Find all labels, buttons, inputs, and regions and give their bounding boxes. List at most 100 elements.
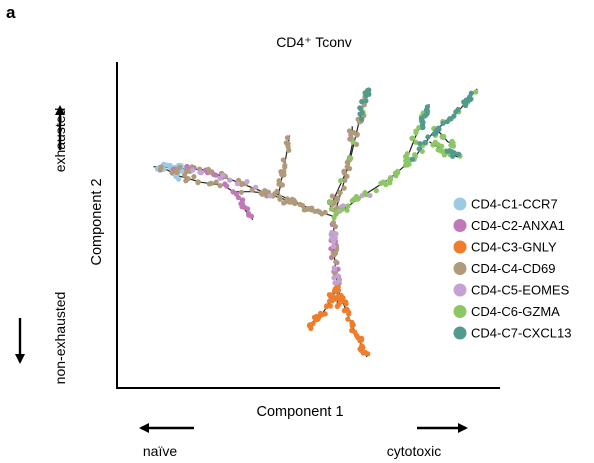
- legend-swatch: [453, 262, 467, 275]
- legend-label: CD4-C2-ANXA1: [471, 218, 565, 233]
- cell-point: [182, 172, 188, 178]
- cell-point: [349, 323, 355, 329]
- cell-point: [351, 196, 357, 202]
- cell-point: [284, 196, 290, 202]
- cell-point: [435, 142, 441, 148]
- cell-point: [448, 149, 455, 155]
- cell-point: [444, 148, 450, 154]
- legend-swatch: [453, 219, 467, 232]
- cytotoxic-label: cytotoxic: [387, 443, 441, 459]
- cell-point: [417, 141, 423, 147]
- cell-point: [341, 185, 347, 191]
- cell-point: [337, 190, 343, 196]
- cell-points: [154, 87, 479, 357]
- cell-point: [342, 299, 348, 305]
- cell-point: [336, 278, 342, 284]
- cell-point: [230, 189, 236, 195]
- cell-point: [245, 206, 251, 212]
- cell-point: [284, 135, 291, 141]
- legend-swatch: [453, 283, 467, 297]
- cell-point: [416, 146, 422, 152]
- cell-point: [330, 244, 337, 250]
- cell-point: [342, 177, 348, 184]
- cell-point: [403, 158, 409, 164]
- cell-point: [305, 205, 311, 212]
- cell-point: [191, 174, 197, 180]
- cell-point: [413, 139, 419, 145]
- cell-point: [348, 155, 354, 161]
- cell-point: [322, 209, 328, 215]
- cell-point: [213, 179, 219, 185]
- legend-swatch: [453, 197, 467, 211]
- cell-point: [335, 287, 342, 293]
- cell-point: [328, 206, 334, 212]
- cell-point: [345, 203, 351, 209]
- cell-point: [347, 166, 353, 172]
- cluster-points-cd4-c7-cxcl13: [357, 87, 474, 162]
- cell-point: [177, 164, 183, 170]
- cell-point: [157, 167, 163, 173]
- panel-label: a: [6, 3, 16, 22]
- cell-point: [462, 101, 468, 107]
- cell-point: [436, 125, 442, 131]
- cell-point: [330, 220, 337, 226]
- cell-point: [208, 180, 214, 186]
- cell-point: [354, 333, 360, 339]
- cell-point: [280, 157, 286, 163]
- cell-point: [468, 90, 474, 96]
- cell-point: [307, 322, 313, 328]
- cell-point: [334, 197, 340, 203]
- cell-point: [435, 147, 441, 153]
- cell-point: [419, 122, 426, 128]
- cell-point: [344, 207, 350, 213]
- cell-point: [333, 259, 339, 265]
- cell-point: [355, 196, 361, 202]
- legend-item: CD4-C5-EOMES: [453, 283, 570, 298]
- cell-point: [262, 188, 268, 194]
- cell-point: [380, 179, 386, 185]
- cell-point: [338, 299, 344, 305]
- cell-point: [207, 169, 213, 175]
- cell-point: [267, 193, 273, 199]
- cell-point: [326, 298, 332, 304]
- cell-point: [463, 97, 469, 103]
- exhausted-annotation: exhausted: [52, 105, 68, 172]
- cell-point: [453, 109, 459, 115]
- cell-point: [440, 120, 446, 126]
- cell-point: [289, 196, 295, 202]
- legend: CD4-C1-CCR7 CD4-C2-ANXA1 CD4-C3-GNLY CD4-C4…: [453, 197, 571, 341]
- cell-point: [279, 182, 285, 188]
- cell-point: [169, 170, 175, 176]
- cell-point: [363, 93, 369, 99]
- cytotoxic-annotation: cytotoxic: [387, 423, 468, 459]
- cell-point: [447, 116, 453, 122]
- cell-point: [217, 175, 223, 181]
- legend-item: CD4-C6-GZMA: [453, 304, 560, 319]
- legend-label: CD4-C5-EOMES: [471, 283, 570, 298]
- cell-point: [235, 194, 241, 201]
- cell-point: [324, 303, 330, 309]
- cell-point: [450, 140, 456, 146]
- plot-area: [116, 62, 500, 389]
- cell-point: [346, 128, 353, 134]
- cell-point: [246, 211, 252, 217]
- cell-point: [341, 308, 347, 314]
- cell-point: [282, 162, 288, 168]
- cluster-points-cd4-c3-gnly: [306, 283, 371, 357]
- cell-point: [422, 139, 428, 146]
- legend-item: CD4-C1-CCR7: [453, 197, 558, 212]
- cell-point: [387, 177, 393, 183]
- cell-point: [456, 151, 462, 157]
- cell-point: [283, 140, 289, 146]
- cell-point: [327, 199, 333, 205]
- non-exhausted-label: non-exhausted: [52, 292, 68, 385]
- cell-point: [419, 117, 425, 123]
- legend-item: CD4-C4-CD69: [453, 261, 556, 276]
- cell-point: [349, 327, 355, 334]
- cell-point: [373, 188, 379, 194]
- legend-label: CD4-C7-CXCL13: [471, 326, 571, 341]
- cell-point: [332, 280, 338, 286]
- cell-point: [276, 178, 282, 184]
- cell-point: [331, 275, 337, 281]
